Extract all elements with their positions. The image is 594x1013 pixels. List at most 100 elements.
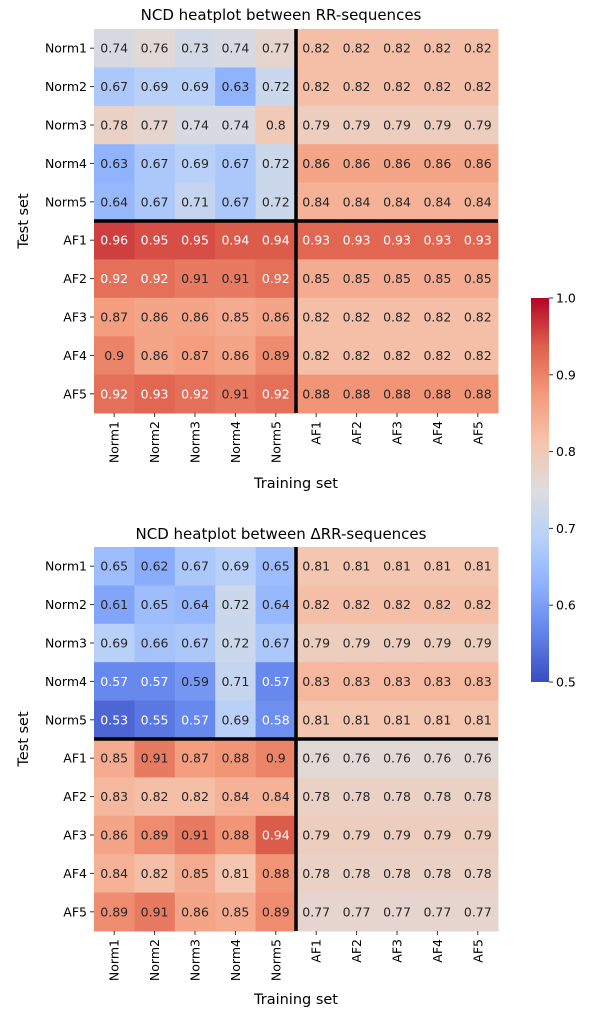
heatmap-cell	[94, 29, 135, 68]
heatmap-panel-1: 0.74 0.76 0.73 0.74 0.77 0.82 0.82 0.82 0.82 0.82…	[16, 6, 499, 492]
cell-value-label: 0.65	[141, 597, 169, 612]
heatmap-cell	[255, 221, 297, 260]
heatmap-cell	[457, 815, 499, 855]
x-tick-label: Norm4	[228, 939, 243, 981]
cell-value-label: 0.76	[464, 751, 492, 766]
heatmap-cell	[215, 700, 257, 740]
cell-value-label: 0.69	[221, 712, 249, 727]
x-tick-label: AF4	[430, 939, 445, 963]
heatmap-cell	[296, 777, 337, 817]
heatmap-cell	[457, 144, 499, 184]
cell-value-label: 0.82	[343, 79, 371, 94]
heatmap-cell	[215, 29, 257, 68]
cell-value-label: 0.69	[141, 79, 169, 94]
heatmap-cell	[174, 67, 216, 107]
cell-value-label: 0.78	[383, 866, 411, 881]
y-tick-label: AF1	[63, 233, 87, 248]
heatmap-cell	[417, 585, 459, 625]
cell-value-label: 0.94	[221, 233, 249, 248]
heatmap-cell	[376, 221, 418, 260]
cell-value-label: 0.73	[181, 41, 209, 56]
cell-value-label: 0.82	[302, 597, 330, 612]
heatmap-cell	[457, 221, 499, 260]
cell-value-label: 0.84	[343, 194, 371, 209]
cell-value-label: 0.88	[464, 386, 492, 401]
cell-value-label: 0.92	[262, 271, 290, 286]
cell-value-label: 0.88	[221, 751, 249, 766]
heatmap-cell	[457, 662, 499, 702]
heatmap-cell	[134, 623, 176, 663]
cell-value-label: 0.81	[343, 712, 371, 727]
heatmap-cell	[255, 892, 297, 932]
y-tick-label: AF2	[63, 271, 87, 286]
cell-value-label: 0.82	[302, 41, 330, 56]
cell-value-label: 0.78	[464, 789, 492, 804]
cell-value-label: 0.83	[383, 674, 411, 689]
cell-value-label: 0.82	[383, 79, 411, 94]
cell-value-label: 0.78	[302, 866, 330, 881]
cell-value-label: 0.69	[221, 559, 249, 574]
cell-value-label: 0.88	[383, 386, 411, 401]
y-tick-label: Norm1	[45, 559, 87, 574]
heatmap-cell	[255, 662, 297, 702]
x-tick-label: Norm2	[147, 939, 162, 981]
heatmap-cell	[134, 297, 176, 337]
cell-value-label: 0.92	[262, 386, 290, 401]
y-tick-label: Norm4	[45, 156, 87, 171]
heatmap-cell	[296, 662, 337, 702]
cell-value-label: 0.9	[104, 348, 124, 363]
x-tick-label: AF2	[349, 421, 364, 445]
heatmap-cell	[457, 700, 499, 740]
y-tick-label: Norm3	[45, 636, 87, 651]
cell-value-label: 0.86	[343, 156, 371, 171]
cell-value-label: 0.92	[100, 386, 128, 401]
cell-value-label: 0.82	[141, 866, 169, 881]
cell-value-label: 0.69	[181, 156, 209, 171]
heatmap-cell	[376, 297, 418, 337]
cell-value-label: 0.66	[141, 636, 169, 651]
cell-value-label: 0.93	[141, 386, 169, 401]
heatmap-cell	[296, 336, 337, 376]
heatmap-cell	[215, 297, 257, 337]
cell-value-label: 0.82	[343, 348, 371, 363]
heatmap-cell	[417, 29, 459, 68]
cell-value-label: 0.86	[221, 348, 249, 363]
cell-value-label: 0.74	[100, 41, 128, 56]
cell-value-label: 0.78	[302, 789, 330, 804]
heatmap-cell	[296, 547, 337, 586]
heatmap-cell	[417, 374, 459, 414]
x-tick-label: Norm5	[268, 421, 283, 463]
heatmap-cell	[417, 623, 459, 663]
heatmap-cell	[296, 29, 337, 68]
heatmap-cell	[336, 297, 378, 337]
cell-value-label: 0.79	[302, 636, 330, 651]
cell-value-label: 0.88	[302, 386, 330, 401]
cell-value-label: 0.79	[302, 828, 330, 843]
cell-value-label: 0.65	[100, 559, 128, 574]
heatmap-cell	[336, 374, 378, 414]
heatmap-cell	[376, 892, 418, 932]
heatmap-cell	[94, 547, 135, 586]
heatmap-cell	[376, 777, 418, 817]
cell-value-label: 0.57	[141, 674, 169, 689]
cell-value-label: 0.85	[100, 751, 128, 766]
heatmap-cell	[376, 700, 418, 740]
heatmap-cell	[296, 892, 337, 932]
heatmap-cell	[376, 105, 418, 145]
x-tick-label: AF1	[309, 421, 324, 445]
cell-value-label: 0.91	[141, 751, 169, 766]
cell-value-label: 0.82	[141, 789, 169, 804]
cell-value-label: 0.81	[302, 559, 330, 574]
cell-value-label: 0.62	[141, 559, 169, 574]
heatmap-cell	[457, 297, 499, 337]
y-tick-label: AF3	[63, 310, 87, 325]
cell-value-label: 0.55	[141, 712, 169, 727]
heatmap-cell	[134, 182, 176, 222]
heatmap-cell	[134, 662, 176, 702]
heatmap-cell	[215, 105, 257, 145]
cell-value-label: 0.81	[302, 712, 330, 727]
heatmap-cell	[336, 547, 378, 586]
heatmap-cell	[336, 259, 378, 299]
cell-value-label: 0.71	[221, 674, 249, 689]
heatmap-cell	[296, 182, 337, 222]
